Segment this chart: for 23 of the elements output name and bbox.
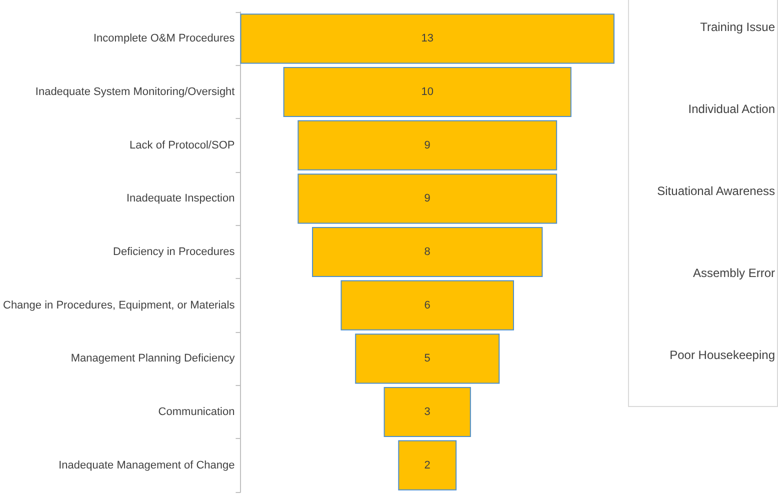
data-label: 6 bbox=[424, 299, 430, 312]
category-label: Incomplete O&M Procedures bbox=[93, 32, 236, 45]
data-label: 2 bbox=[424, 459, 430, 472]
text: Training Issue bbox=[700, 20, 775, 34]
data-label: 9 bbox=[424, 139, 430, 152]
category-label: Lack of Protocol/SOP bbox=[130, 139, 235, 152]
category-label: Change in Procedures, Equipment, or Materials bbox=[2, 299, 236, 312]
data-label: 8 bbox=[424, 246, 430, 258]
category-label: Management Planning Deficiency bbox=[70, 352, 236, 365]
text: Individual Action bbox=[688, 102, 775, 116]
text: Situational Awareness bbox=[657, 184, 775, 198]
data-label: 3 bbox=[424, 406, 430, 418]
data-label: 10 bbox=[421, 86, 434, 98]
category-label: Inadequate System Monitoring/Oversight bbox=[35, 86, 235, 98]
category-label: Inadequate Inspection bbox=[126, 192, 235, 205]
category-label: Communication bbox=[158, 406, 235, 418]
data-label: 5 bbox=[424, 352, 430, 365]
category-label: Inadequate Management of Change bbox=[58, 459, 235, 472]
category-label: Deficiency in Procedures bbox=[113, 246, 236, 258]
text: Poor Housekeeping bbox=[670, 348, 775, 362]
data-label: 13 bbox=[421, 32, 434, 45]
text: Assembly Error bbox=[692, 266, 775, 280]
data-label: 9 bbox=[424, 192, 430, 205]
